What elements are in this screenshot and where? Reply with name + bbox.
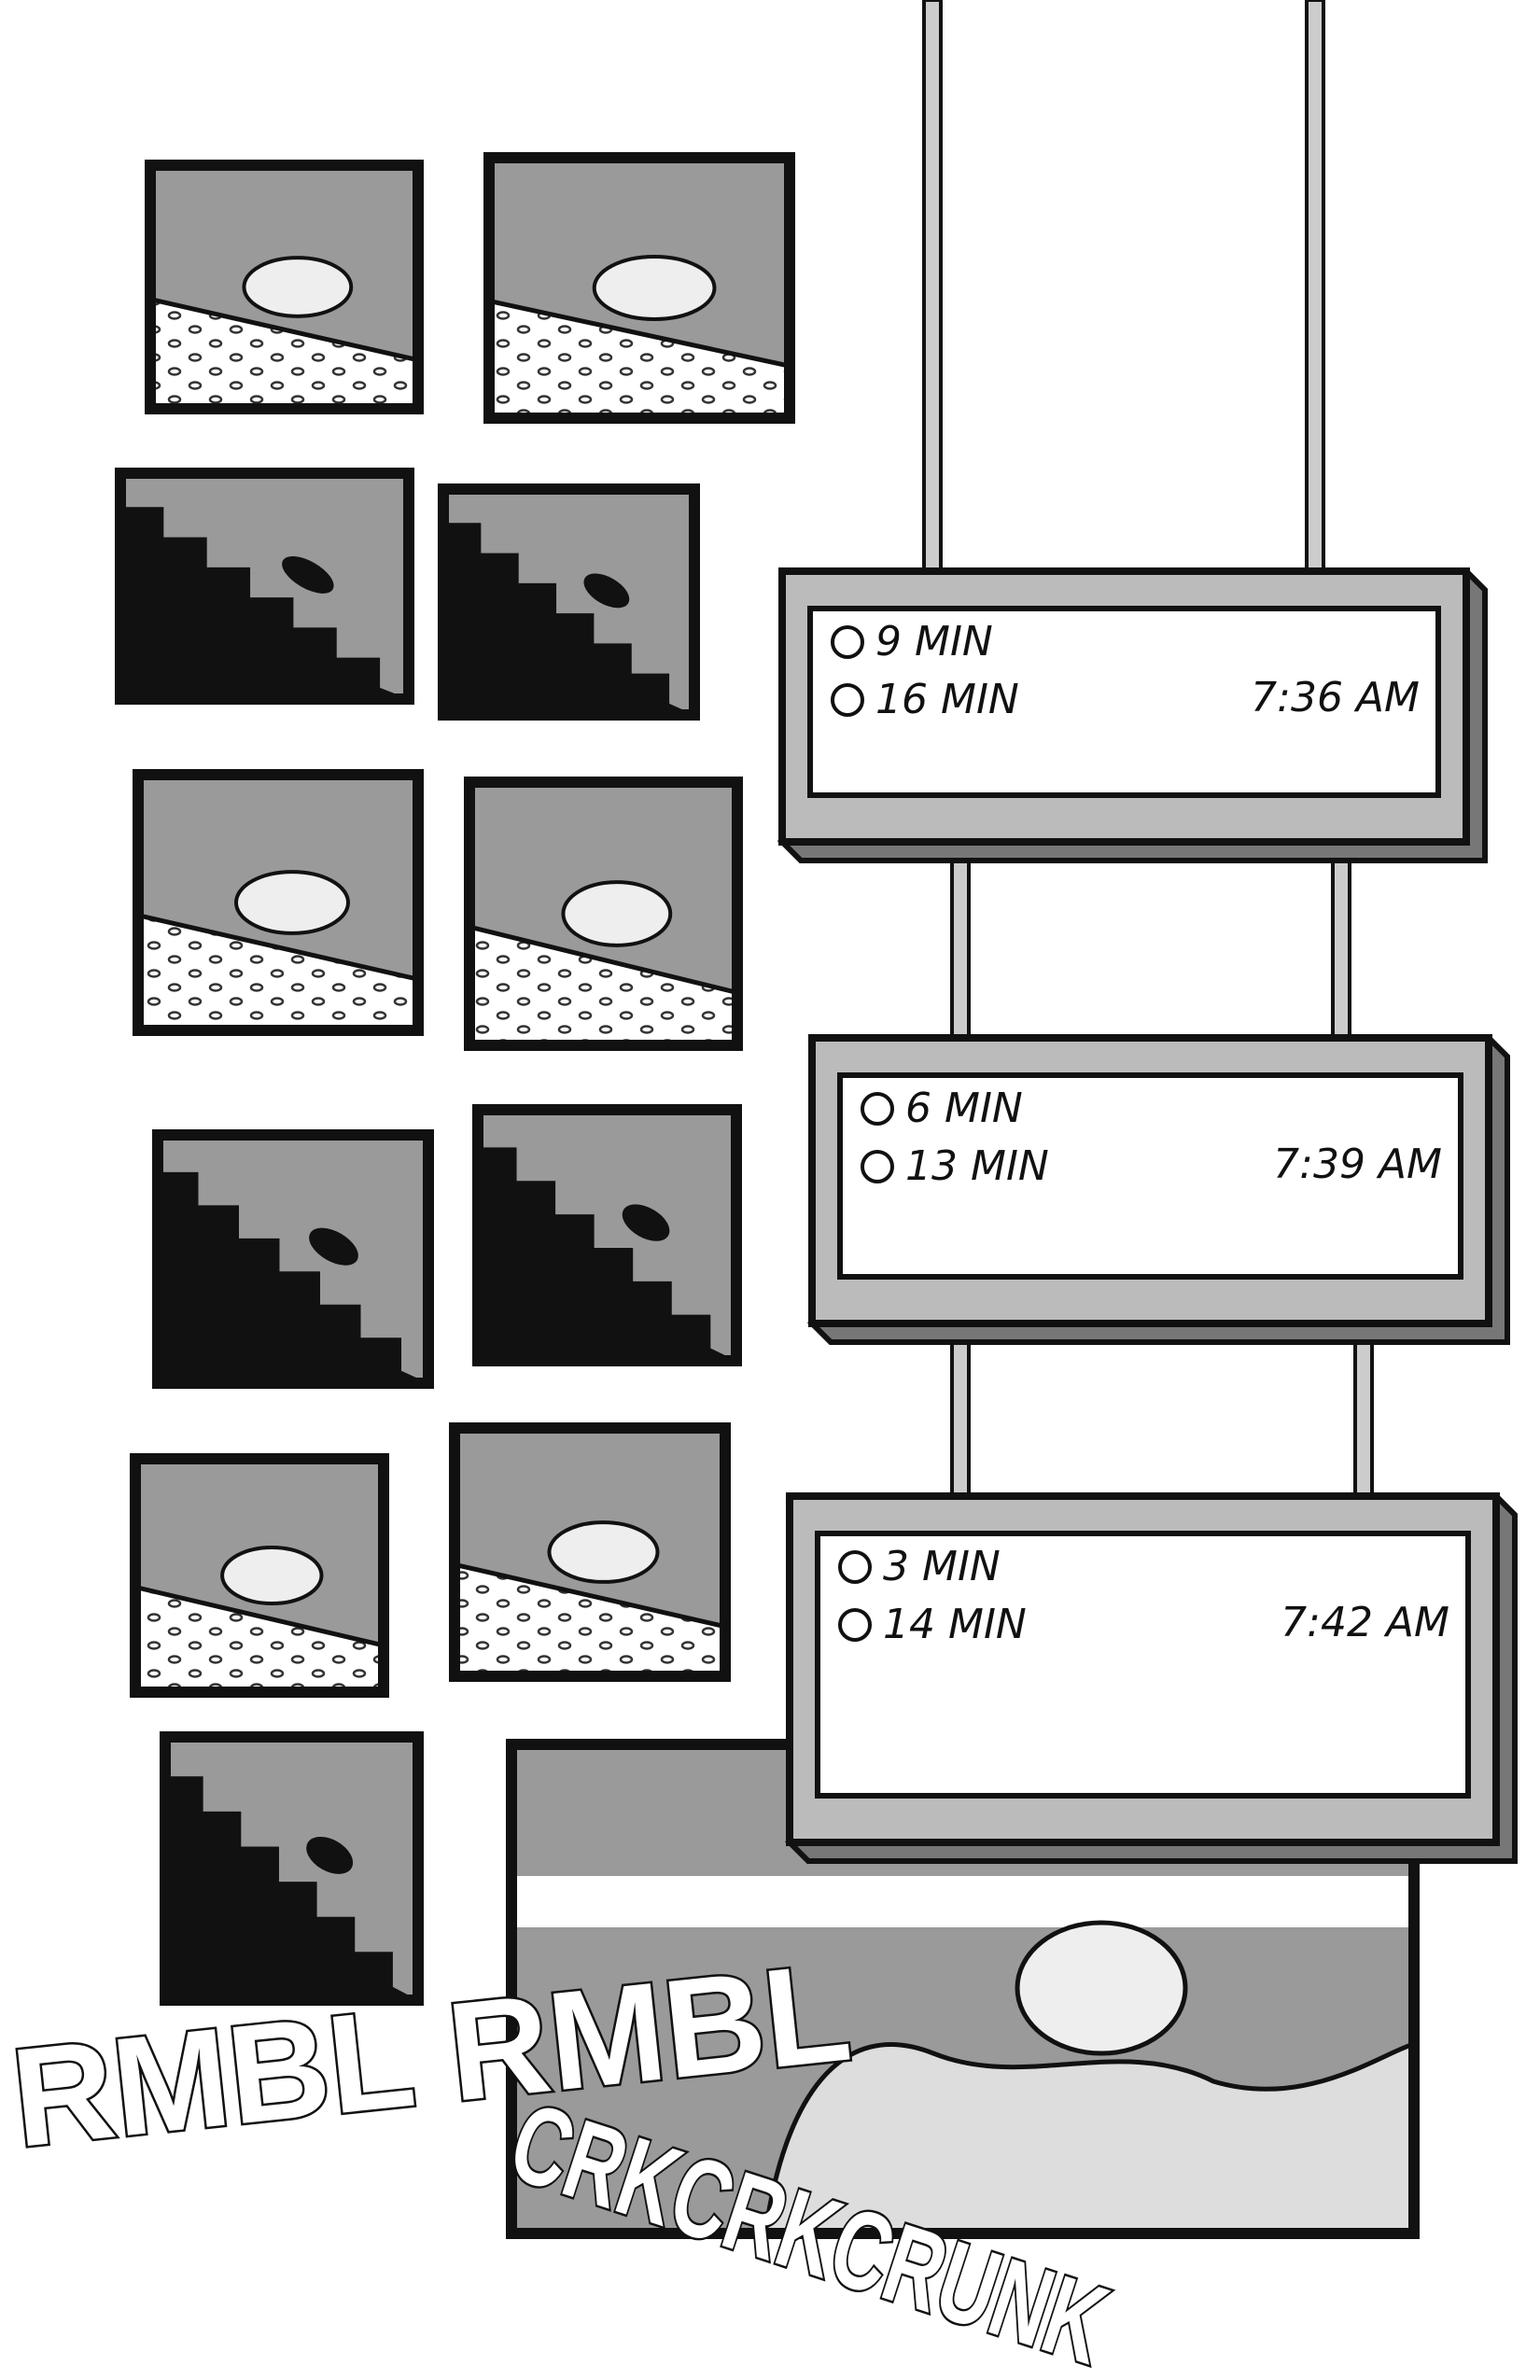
sign: 3 MIN 14 MIN 7:42 AM bbox=[784, 1492, 1518, 1864]
panel bbox=[115, 468, 414, 705]
panels bbox=[115, 152, 1420, 2239]
panel-border bbox=[472, 1104, 742, 1366]
panel bbox=[133, 769, 424, 1036]
clock-icon bbox=[838, 1550, 872, 1584]
sign: 9 MIN 16 MIN 7:36 AM bbox=[777, 567, 1488, 863]
panel-border bbox=[133, 769, 424, 1036]
falling-rat bbox=[282, 555, 334, 594]
rat bbox=[220, 1546, 324, 1605]
panel-border bbox=[130, 1453, 389, 1698]
panel bbox=[152, 1129, 434, 1389]
fabric bbox=[763, 2040, 1417, 2236]
falling-rat bbox=[622, 1204, 670, 1241]
clock-icon bbox=[838, 1608, 872, 1642]
panel bbox=[464, 777, 743, 1051]
panel-border bbox=[115, 468, 414, 705]
sign-display bbox=[837, 1072, 1463, 1280]
panel-border bbox=[464, 777, 743, 1051]
sign-row: 14 MIN bbox=[883, 1601, 1027, 1648]
sign-time: 7:42 AM bbox=[1281, 1599, 1449, 1646]
sign-row: 6 MIN bbox=[905, 1085, 1023, 1132]
clock-icon bbox=[861, 1092, 894, 1126]
panel bbox=[438, 483, 700, 721]
panel bbox=[160, 1731, 424, 2006]
rat bbox=[592, 255, 717, 321]
sign-time: 7:36 AM bbox=[1251, 674, 1420, 721]
falling-rat bbox=[583, 573, 630, 609]
panel bbox=[130, 1453, 389, 1698]
panel bbox=[483, 152, 795, 424]
panel-border bbox=[483, 152, 795, 424]
rat bbox=[234, 870, 350, 935]
falling-rat bbox=[306, 1836, 354, 1874]
panel-border bbox=[160, 1731, 424, 2006]
sign-row: 16 MIN bbox=[875, 676, 1019, 723]
sign-row: 3 MIN bbox=[883, 1543, 1001, 1590]
rat bbox=[242, 256, 354, 318]
sign: 6 MIN 13 MIN 7:39 AM bbox=[806, 1034, 1510, 1345]
falling-rat bbox=[309, 1227, 358, 1266]
clock-icon bbox=[861, 1150, 894, 1183]
rat bbox=[547, 1520, 660, 1584]
clock-icon bbox=[831, 683, 864, 717]
platform-stripe bbox=[511, 1876, 1414, 1927]
clock-icon bbox=[831, 625, 864, 659]
sign-time: 7:39 AM bbox=[1273, 1141, 1442, 1188]
sign-display bbox=[807, 606, 1441, 798]
panel bbox=[449, 1422, 731, 1682]
signs: 9 MIN 16 MIN 7:36 AM 6 MIN 13 MIN 7:39 AM 3 MI… bbox=[777, 567, 1518, 1864]
stairs bbox=[120, 507, 409, 699]
panel-border bbox=[152, 1129, 434, 1389]
stairs bbox=[158, 1171, 428, 1383]
sign-display bbox=[815, 1531, 1471, 1799]
panel-border bbox=[449, 1422, 731, 1682]
panel-border bbox=[438, 483, 700, 721]
sign-row: 9 MIN bbox=[875, 618, 993, 665]
rat bbox=[561, 880, 673, 947]
panel bbox=[472, 1104, 742, 1366]
sign-row: 13 MIN bbox=[905, 1142, 1049, 1190]
stairs bbox=[443, 523, 694, 715]
rat bbox=[1015, 1920, 1188, 2056]
panel bbox=[145, 160, 424, 414]
panel-border bbox=[145, 160, 424, 414]
stairs bbox=[165, 1776, 418, 2000]
stairs bbox=[478, 1147, 736, 1361]
